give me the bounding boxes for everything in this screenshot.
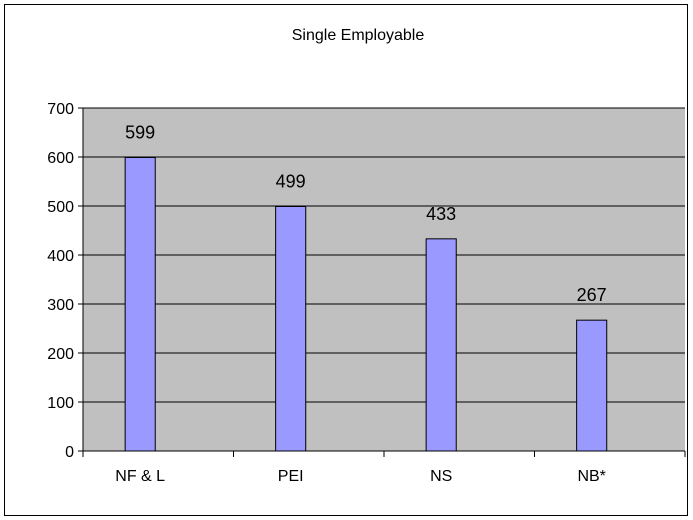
y-tick-label: 500 — [47, 199, 74, 216]
gridlines — [83, 107, 685, 403]
y-tick-label: 600 — [47, 150, 74, 167]
y-tick-label: 700 — [47, 101, 74, 118]
data-label: 499 — [276, 171, 306, 191]
y-axis-tick-labels: 0 100 200 300 400 500 600 700 — [47, 101, 74, 461]
y-tick-label: 400 — [47, 248, 74, 265]
y-tick-label: 300 — [47, 297, 74, 314]
data-label: 433 — [426, 204, 456, 224]
x-tick-label: NB* — [577, 468, 605, 485]
bars — [124, 156, 608, 452]
axes — [78, 107, 686, 457]
bar-pei — [275, 205, 307, 452]
x-axis-tick-labels: NF & L PEI NS NB* — [115, 468, 606, 485]
data-label: 599 — [125, 122, 155, 142]
x-tick-label: PEI — [278, 468, 304, 485]
x-tick-label: NF & L — [115, 468, 165, 485]
y-tick-label: 100 — [47, 395, 74, 412]
bar-nb — [576, 319, 608, 452]
x-tick-label: NS — [430, 468, 452, 485]
bar-nf-l — [124, 156, 156, 452]
chart-title: Single Employable — [292, 27, 425, 44]
y-tick-label: 200 — [47, 346, 74, 363]
data-labels: 599 499 433 267 — [125, 122, 607, 305]
bar-ns — [425, 238, 457, 452]
y-tick-label: 0 — [65, 444, 74, 461]
data-label: 267 — [577, 285, 607, 305]
